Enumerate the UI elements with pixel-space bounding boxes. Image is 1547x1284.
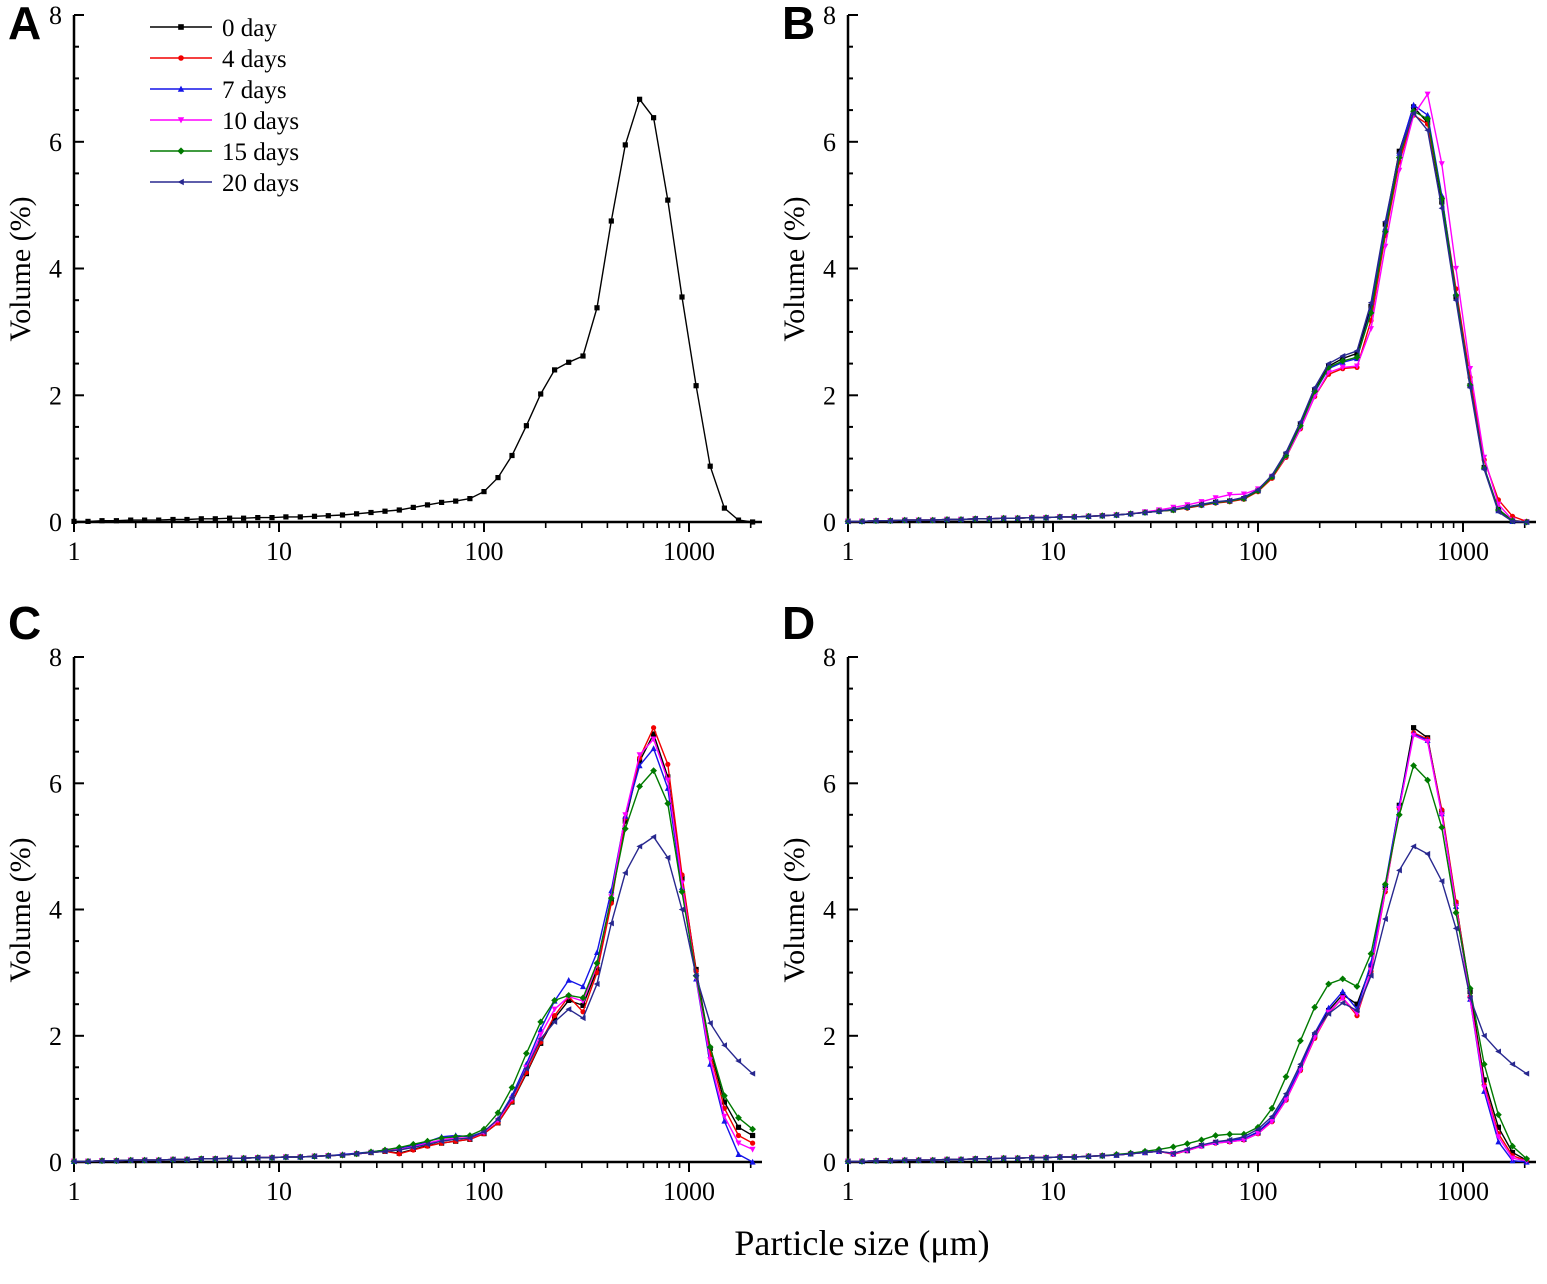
panel-A-plot: 0 2 4 6 8 1 10 100 1000 Volume (%) 0 day 4 days 7 da… (4, 1, 762, 566)
svg-text:4: 4 (823, 255, 836, 284)
svg-text:1: 1 (842, 1177, 855, 1206)
series-line (848, 111, 1527, 523)
panel-D-plot: 0 2 4 6 8 1 10 100 1000 Volume (%) (778, 643, 1536, 1206)
svg-text:4: 4 (823, 896, 836, 925)
series-line (848, 110, 1527, 523)
axes (72, 657, 762, 1164)
panel-A: A 0 2 4 6 8 1 10 100 1000 Volume (%) 0 day 4 days 7 … (0, 0, 773, 600)
series-line (74, 725, 753, 1163)
series-line (848, 734, 1527, 1163)
svg-text:15 days: 15 days (222, 139, 299, 166)
series-line (74, 769, 754, 1163)
panel-B-plot: 0 2 4 6 8 1 10 100 1000 Volume (%) (778, 1, 1536, 566)
svg-text:1: 1 (68, 537, 81, 566)
svg-text:7 days: 7 days (222, 77, 287, 104)
svg-text:100: 100 (465, 1177, 504, 1206)
svg-text:2: 2 (49, 1022, 62, 1051)
svg-text:2: 2 (823, 1022, 836, 1051)
svg-text:1: 1 (842, 537, 855, 566)
axes (846, 15, 1536, 524)
axes (846, 657, 1536, 1164)
svg-text:1: 1 (68, 1177, 81, 1206)
svg-text:1000: 1000 (663, 537, 715, 566)
panel-letter-B: B (782, 0, 816, 49)
series-line (848, 114, 1527, 523)
series-line (848, 731, 1527, 1163)
panel-B: B 0 2 4 6 8 1 10 100 1000 Volume (%) (774, 0, 1547, 600)
svg-text:1000: 1000 (663, 1177, 715, 1206)
series-line (74, 737, 753, 1163)
svg-text:8: 8 (49, 1, 62, 30)
svg-text:0: 0 (49, 1148, 62, 1177)
svg-text:8: 8 (823, 643, 836, 672)
panel-C-plot: 0 2 4 6 8 1 10 100 1000 Volume (%) (4, 643, 762, 1206)
series-line (74, 732, 753, 1163)
svg-text:10: 10 (1040, 537, 1066, 566)
svg-text:6: 6 (49, 769, 62, 798)
series-line (848, 103, 1527, 523)
svg-text:4: 4 (49, 255, 62, 284)
svg-text:4 days: 4 days (222, 46, 287, 73)
svg-text:20 days: 20 days (222, 170, 299, 197)
legend-item: 0 day (150, 15, 277, 42)
panel-letter-A: A (8, 0, 42, 49)
panel-letter-D: D (782, 597, 816, 649)
series-line (848, 764, 1528, 1163)
svg-text:8: 8 (49, 643, 62, 672)
series-line (74, 747, 753, 1163)
svg-text:100: 100 (1239, 537, 1278, 566)
svg-text:10: 10 (266, 537, 292, 566)
legend-item: 4 days (150, 46, 287, 73)
svg-text:2: 2 (49, 381, 62, 410)
legend-item: 20 days (150, 170, 299, 197)
series-line (848, 845, 1527, 1163)
legend-item: 10 days (150, 108, 299, 135)
legend-item: 7 days (150, 77, 287, 104)
axes (72, 15, 762, 524)
svg-text:100: 100 (1239, 1177, 1278, 1206)
y-axis-title: Volume (%) (778, 196, 811, 341)
svg-text:0: 0 (49, 508, 62, 537)
series-line (74, 97, 753, 523)
svg-text:8: 8 (823, 1, 836, 30)
svg-text:4: 4 (49, 896, 62, 925)
series-line (848, 92, 1527, 523)
svg-text:6: 6 (823, 769, 836, 798)
y-axis-title: Volume (%) (778, 837, 811, 982)
svg-text:0: 0 (823, 508, 836, 537)
y-axis-title: Volume (%) (4, 837, 37, 982)
svg-text:0: 0 (823, 1148, 836, 1177)
svg-text:6: 6 (823, 128, 836, 157)
svg-text:1000: 1000 (1437, 1177, 1489, 1206)
panel-letter-C: C (8, 597, 42, 649)
svg-text:10: 10 (1040, 1177, 1066, 1206)
panel-D: D 0 2 4 6 8 1 10 100 1000 Volume (%) (774, 600, 1547, 1220)
y-axis-title: Volume (%) (4, 196, 37, 341)
svg-text:6: 6 (49, 128, 62, 157)
svg-text:0 day: 0 day (222, 15, 277, 42)
svg-text:100: 100 (465, 537, 504, 566)
svg-text:10 days: 10 days (222, 108, 299, 135)
svg-text:10: 10 (266, 1177, 292, 1206)
series-line (848, 726, 1527, 1163)
series-line (74, 835, 754, 1163)
series-line (848, 733, 1527, 1163)
svg-text:2: 2 (823, 381, 836, 410)
series-line (848, 105, 1527, 523)
panel-C: C 0 2 4 6 8 1 10 100 1000 Volume (%) (0, 600, 773, 1220)
svg-text:1000: 1000 (1437, 537, 1489, 566)
x-axis-title: Particle size (μm) (734, 1223, 990, 1263)
legend-item: 15 days (150, 139, 299, 166)
